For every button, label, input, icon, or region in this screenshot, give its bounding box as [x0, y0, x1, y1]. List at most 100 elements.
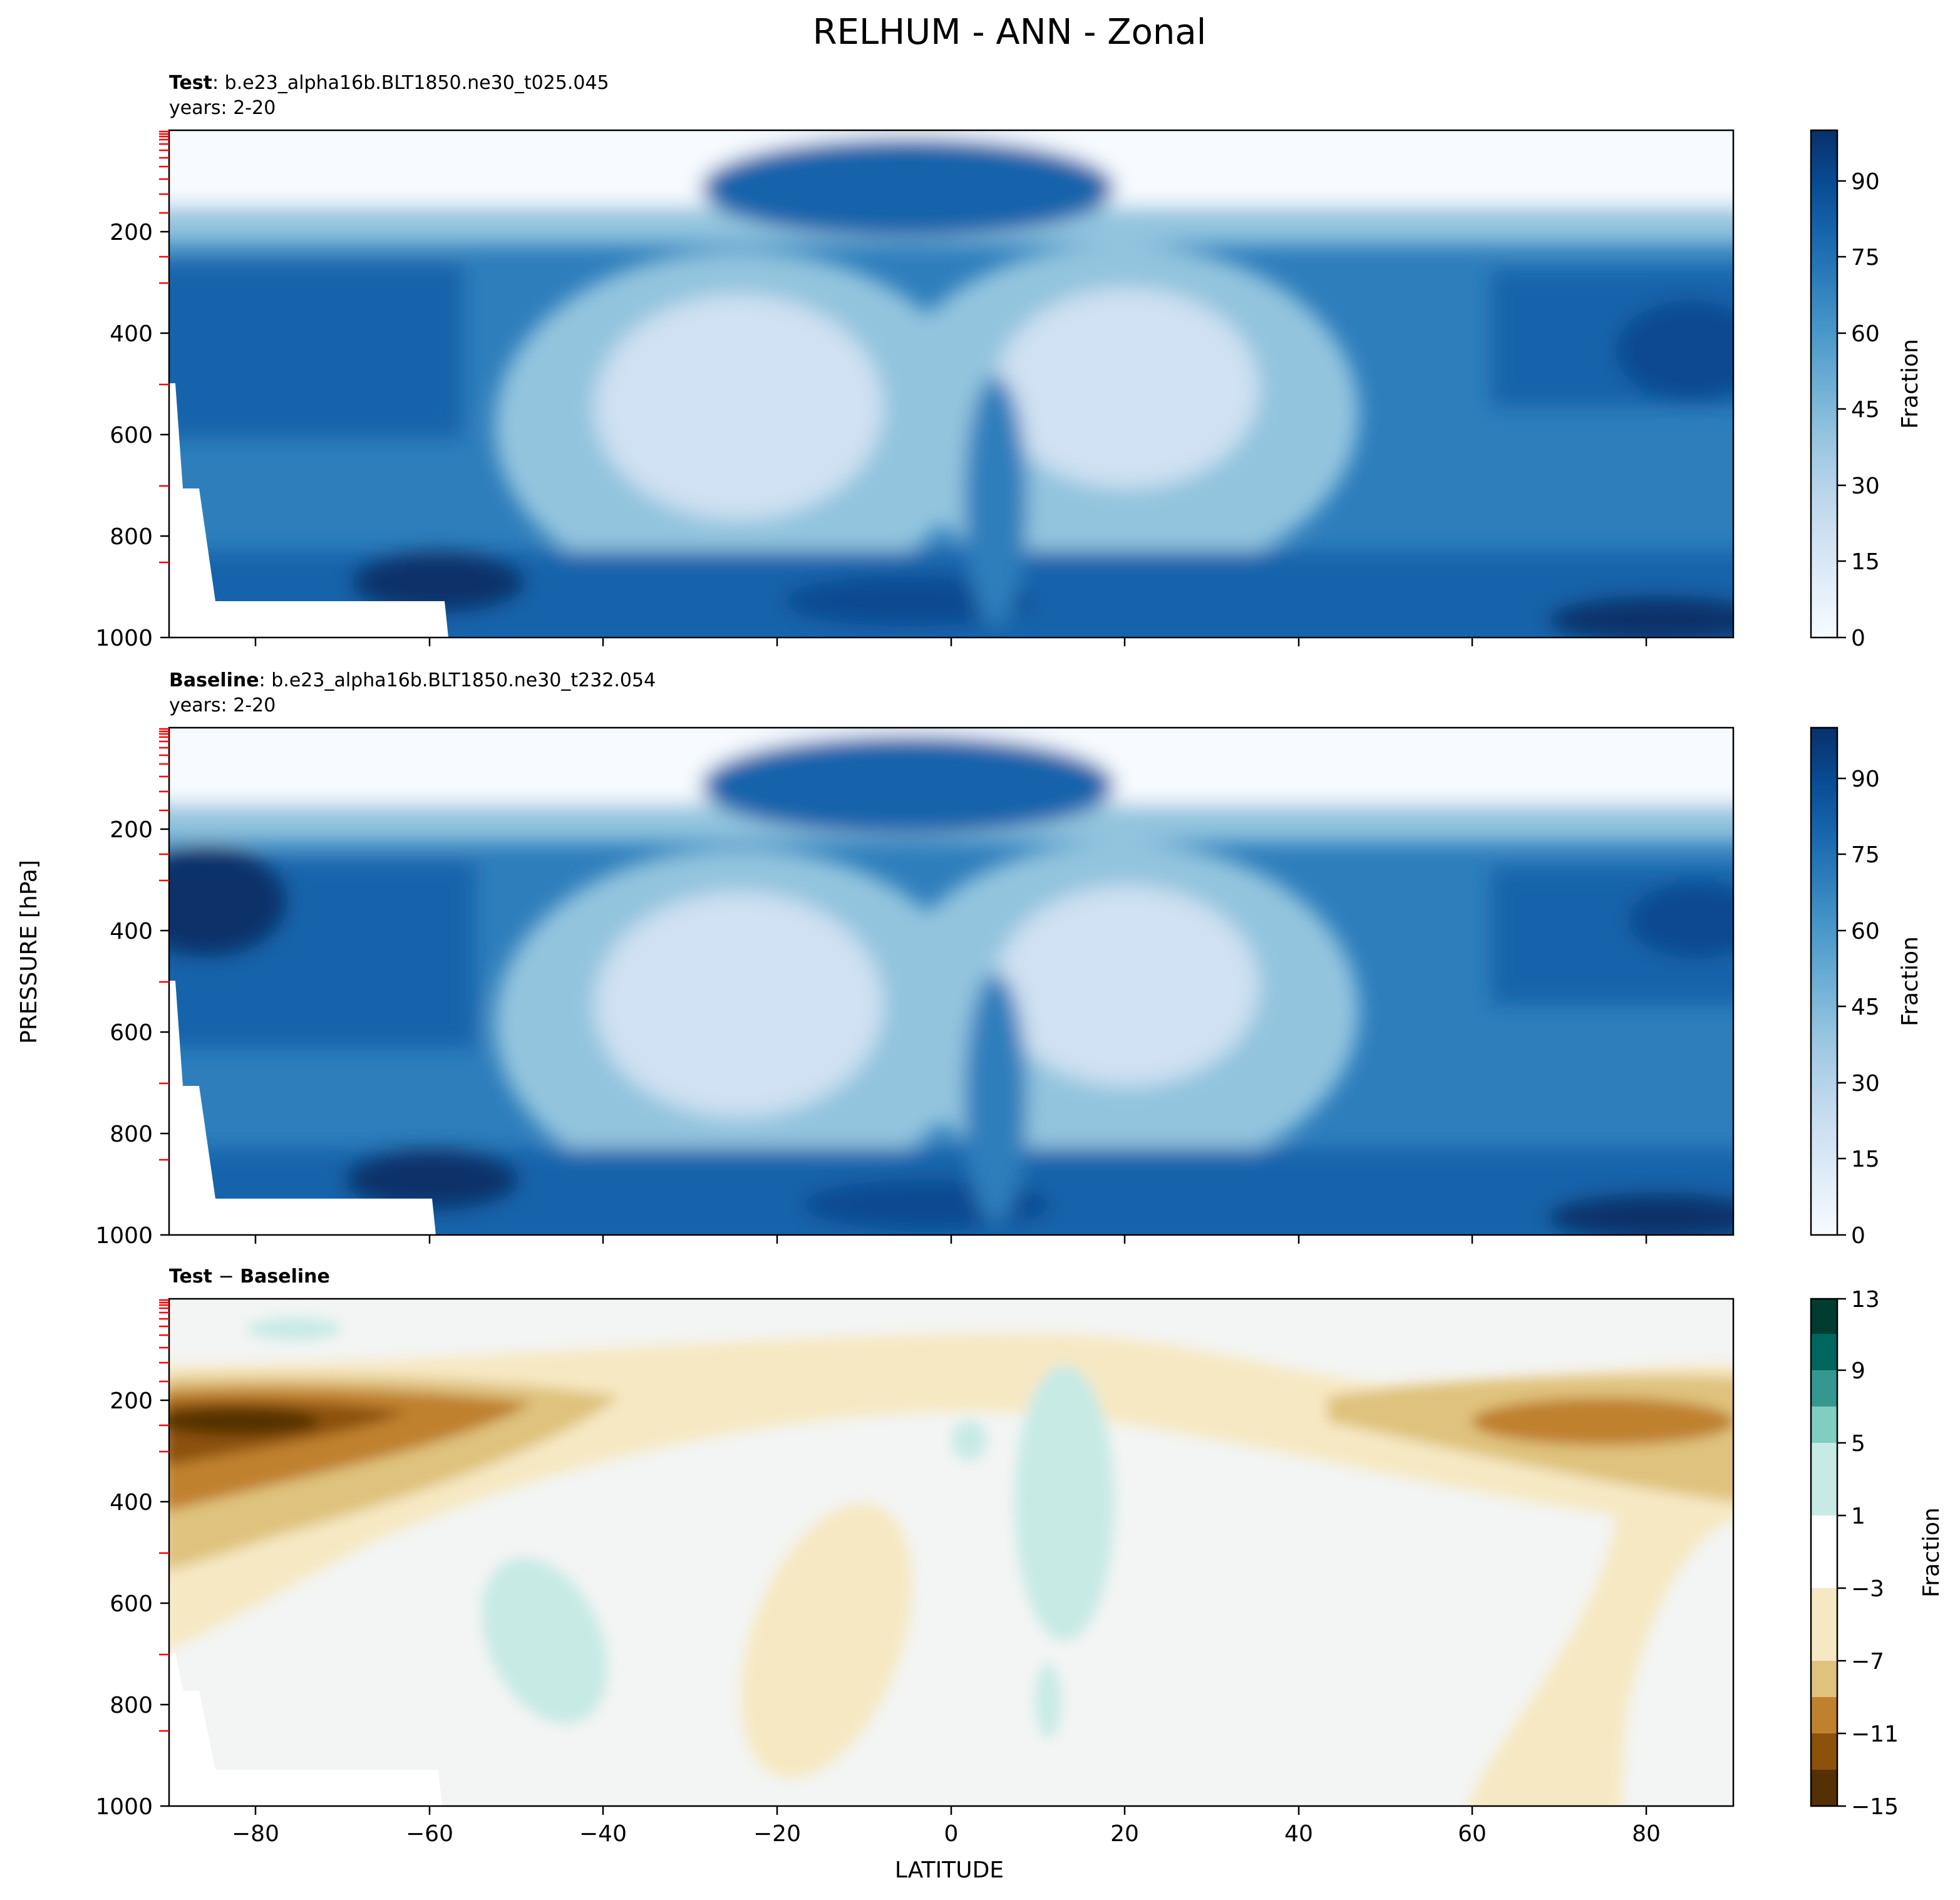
panel-title-rest: : b.e23_alpha16b.BLT1850.ne30_t025.045	[212, 72, 609, 94]
cb-tick-label: 15	[1851, 549, 1880, 575]
contour-field	[169, 130, 1733, 638]
contour-field	[169, 1299, 1733, 1806]
y-axis: 200 400 600 800 1000	[95, 728, 169, 1249]
cb-tick-label: 60	[1851, 321, 1880, 347]
cb-tick-label: 15	[1851, 1147, 1880, 1172]
y-tick-label: 600	[110, 1591, 153, 1617]
field-pos-eq-low	[1036, 1663, 1061, 1738]
y-minor-ticks	[159, 1299, 169, 1732]
panel-test: Test: b.e23_alpha16b.BLT1850.ne30_t025.0…	[95, 72, 1923, 651]
cb-tick-label: 9	[1851, 1358, 1865, 1384]
field-south-upper	[169, 263, 463, 438]
cb-tick-label: −15	[1851, 1794, 1899, 1820]
panel-title-bold: Test	[169, 72, 212, 94]
field-boundary-core-eq	[783, 576, 1033, 626]
x-tick-label: 20	[1110, 1821, 1139, 1847]
cb-tick-label: 45	[1851, 397, 1880, 423]
cb-tick-label: 5	[1851, 1431, 1865, 1457]
y-tick-label: 400	[110, 919, 153, 944]
panel-title-rest: : b.e23_alpha16b.BLT1850.ne30_t232.054	[259, 669, 656, 691]
cb-swatch-pos-1	[1811, 1443, 1837, 1515]
field-neg-south-peak	[169, 1408, 319, 1435]
y-tick-label: 800	[110, 1693, 153, 1718]
y-axis: 200 400 600 800 1000	[95, 130, 169, 651]
y-tick-label: 200	[110, 817, 153, 843]
y-tick-label: 600	[110, 1020, 153, 1046]
cb-tick-label: −7	[1851, 1649, 1884, 1675]
field-subtropic-core-nh	[996, 288, 1259, 488]
colorbar: −15 −11 −7 −3 1 5 9 13 Fraction	[1810, 1287, 1944, 1820]
cb-swatch-neg-2	[1811, 1661, 1837, 1697]
colorbar-ramp	[1810, 129, 1839, 639]
field-pos-upper-patch	[247, 1318, 341, 1340]
cb-tick-label: −11	[1851, 1722, 1899, 1747]
cb-tick-label: 0	[1851, 626, 1865, 651]
field-tropical-cap	[701, 735, 1115, 835]
field-tropical-cap	[701, 138, 1115, 238]
field-boundary-core-nh	[1547, 595, 1733, 638]
field-eq-column	[964, 973, 1027, 1224]
field-boundary-core-sh	[344, 1149, 520, 1211]
cb-tick-label: 1	[1851, 1504, 1865, 1529]
x-tick-label: −40	[579, 1821, 627, 1847]
cb-tick-label: −3	[1851, 1576, 1884, 1602]
figure-title: RELHUM - ANN - Zonal	[813, 12, 1207, 53]
panel-subtitle: years: 2-20	[169, 694, 276, 716]
x-ticks	[254, 638, 1648, 646]
x-tick-label: −20	[753, 1821, 801, 1847]
field-neg-north-core	[1472, 1398, 1733, 1445]
field-subtropic-core-nh	[996, 885, 1259, 1086]
y-tick-label: 600	[110, 423, 153, 448]
x-ticks	[254, 1235, 1648, 1244]
panel-title-bold2: Baseline	[240, 1266, 330, 1288]
y-axis-label: PRESSURE [hPa]	[16, 860, 42, 1044]
colorbar-label: Fraction	[1919, 1507, 1944, 1598]
field-south-core	[169, 845, 288, 958]
field-pos-eq-small	[952, 1420, 987, 1460]
x-tick-label: 60	[1458, 1821, 1487, 1847]
field-neg-upper-band	[169, 1333, 1733, 1806]
y-tick-label: 400	[110, 1490, 153, 1515]
cb-tick-label: 30	[1851, 473, 1880, 499]
y-tick-label: 1000	[95, 1223, 153, 1249]
panel-title: Test − Baseline	[169, 1266, 330, 1288]
cb-swatch-neg-5	[1811, 1770, 1837, 1806]
y-minor-ticks	[159, 728, 169, 1161]
y-tick-label: 400	[110, 321, 153, 347]
field-subtropic-core-sh	[595, 892, 883, 1117]
cb-swatch-pos-2	[1811, 1407, 1837, 1443]
cb-tick-label: 60	[1851, 919, 1880, 944]
cb-swatch-pos-4	[1811, 1334, 1837, 1370]
x-tick-label: 0	[944, 1821, 959, 1847]
field-pos-midlat	[482, 1557, 608, 1724]
y-tick-label: 200	[110, 1388, 153, 1414]
x-tick-label: −80	[232, 1821, 279, 1847]
cb-swatch-zero	[1811, 1515, 1837, 1588]
x-axis-label: LATITUDE	[895, 1857, 1004, 1883]
field-pos-eq	[1014, 1365, 1115, 1641]
cb-tick-label: 90	[1851, 169, 1880, 195]
colorbar-label: Fraction	[1897, 936, 1923, 1026]
x-tick-label: 40	[1284, 1821, 1313, 1847]
colorbar-ramp	[1810, 726, 1839, 1236]
cb-swatch-neg-1	[1811, 1588, 1837, 1661]
cb-swatch-neg-4	[1811, 1733, 1837, 1770]
panel-title-bold: Test	[169, 1266, 212, 1288]
colorbar: 0 15 30 45 60 75 90 Fraction	[1810, 726, 1923, 1249]
cb-tick-label: 0	[1851, 1223, 1865, 1249]
contour-field	[169, 728, 1733, 1235]
y-minor-ticks	[159, 130, 169, 564]
field-subtropic-core-sh	[595, 294, 883, 520]
field-land-mask	[169, 1653, 442, 1806]
field-north-core	[1628, 883, 1733, 958]
cb-swatch-pos-3	[1811, 1370, 1837, 1407]
y-tick-label: 200	[110, 220, 153, 245]
panel-title: Baseline: b.e23_alpha16b.BLT1850.ne30_t2…	[169, 669, 656, 691]
x-tick-label: 80	[1632, 1821, 1661, 1847]
field-boundary-core-sh	[351, 551, 526, 614]
cb-tick-label: 75	[1851, 245, 1880, 271]
field-boundary-core-nh	[1547, 1192, 1733, 1235]
panel-title: Test: b.e23_alpha16b.BLT1850.ne30_t025.0…	[169, 72, 609, 94]
panel-title-bold: Baseline	[169, 669, 259, 691]
